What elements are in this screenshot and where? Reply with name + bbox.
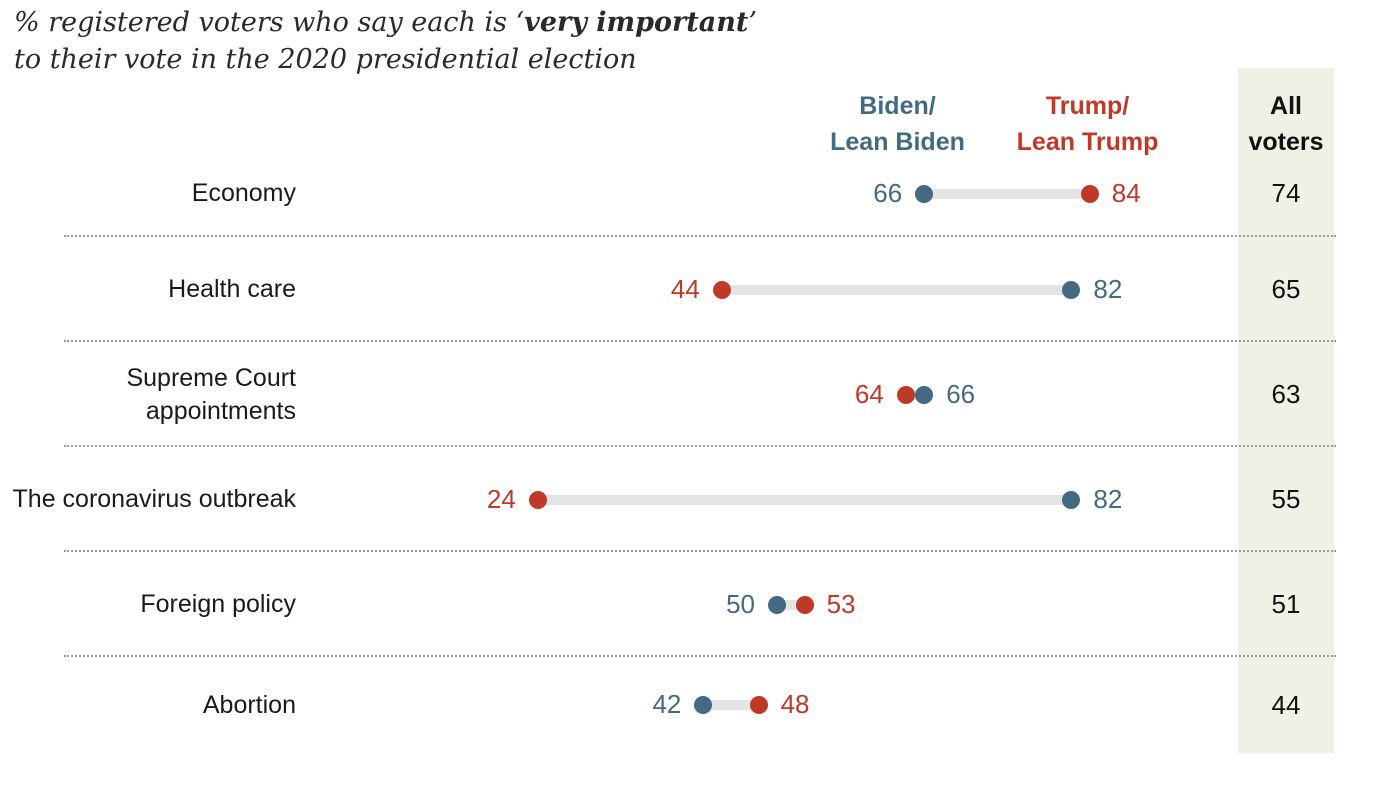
chart-title: % registered voters who say each is ‘ver… [14,4,757,79]
row-plot: 66 84 [317,150,1237,237]
row-label: Abortion [202,690,296,719]
biden-dot [915,385,934,404]
row-separator [64,235,1336,237]
row-separator [64,550,1336,552]
trump-dot [795,595,814,614]
chart-row-coronavirus: The coronavirus outbreak 24 82 55 [0,447,1400,552]
row-label: Economy [191,179,296,208]
title-line1-suffix: ’ [748,7,757,38]
trump-value-label: 24 [486,483,516,514]
chart-row-economy: Economy 66 84 74 [0,150,1400,237]
all-voters-column-background [1238,68,1334,753]
chart-row-abortion: Abortion 42 48 44 [0,657,1400,753]
all-voters-value: 55 [1271,484,1301,514]
title-line1-prefix: % registered voters who say each is ‘ [14,7,525,38]
row-plot: 50 53 [317,552,1237,657]
biden-value-label: 50 [726,588,755,619]
dumbbell-connector [777,599,805,610]
title-line2: to their vote in the 2020 presidential e… [14,44,637,76]
row-label: Health care [168,275,296,304]
trump-value-label: 84 [1111,177,1141,208]
legend-trump: Trump/ Lean Trump [1016,92,1159,157]
row-plot: 44 82 [317,237,1237,342]
dumbbell-connector [703,700,759,710]
chart-row-health-care: Health care 44 82 65 [0,237,1400,342]
chart-row-foreign-policy: Foreign policy 50 53 51 [0,552,1400,657]
row-label: Supreme Court appointments [126,364,296,425]
row-plot: 64 66 [317,342,1237,447]
trump-value-label: 44 [670,273,700,304]
dumbbell-connector [924,188,1090,199]
row-separator [64,340,1336,342]
all-voters-value: 65 [1271,274,1301,304]
all-voters-value: 74 [1271,178,1301,208]
biden-value-label: 82 [1093,483,1123,514]
biden-value-label: 66 [946,378,976,409]
biden-dot [694,696,713,714]
row-plot: 42 48 [317,657,1237,753]
biden-value-label: 42 [652,688,682,719]
all-voters-value: 44 [1271,689,1301,720]
trump-value-label: 64 [854,378,884,409]
trump-value-label: 48 [780,688,810,719]
legend-all-voters: All voters [1248,92,1324,157]
biden-dot [768,595,786,614]
dumbbell-connector [905,389,925,400]
all-voters-value: 63 [1271,379,1301,409]
trump-dot [896,385,915,404]
legend-biden: Biden/ Lean Biden [830,92,965,157]
biden-value-label: 66 [873,177,903,208]
all-voters-value: 51 [1271,589,1301,619]
biden-dot [1062,280,1081,299]
trump-dot [528,490,547,509]
row-label: The coronavirus outbreak [12,485,296,514]
trump-dot [749,696,768,714]
biden-value-label: 82 [1093,273,1123,304]
trump-dot [712,280,731,299]
trump-dot [1080,184,1099,203]
trump-value-label: 53 [826,588,856,619]
row-plot: 24 82 [317,447,1237,552]
biden-dot [915,184,934,203]
biden-dot [1062,490,1081,509]
row-separator [64,445,1336,447]
row-separator [64,655,1336,657]
title-line1-bold: very important [524,7,749,38]
dumbbell-connector [537,494,1072,505]
row-label: Foreign policy [140,590,296,619]
chart-row-supreme-court: Supreme Court appointments 64 66 63 [0,342,1400,447]
dumbbell-connector [721,284,1072,295]
